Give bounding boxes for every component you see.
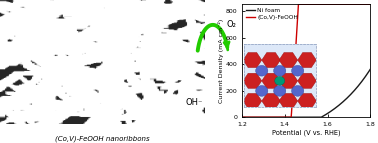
Polygon shape: [243, 93, 262, 109]
Polygon shape: [262, 73, 280, 88]
Text: (Co,V)-FeOOH nanoribbons: (Co,V)-FeOOH nanoribbons: [55, 135, 149, 142]
Polygon shape: [262, 93, 280, 109]
Circle shape: [274, 65, 286, 76]
Circle shape: [256, 65, 268, 76]
Polygon shape: [243, 73, 262, 88]
Polygon shape: [279, 93, 298, 109]
Text: O₂: O₂: [226, 20, 236, 29]
Circle shape: [274, 86, 286, 96]
Polygon shape: [298, 93, 316, 109]
Polygon shape: [279, 52, 298, 68]
Polygon shape: [262, 52, 280, 68]
Polygon shape: [298, 52, 316, 68]
Polygon shape: [243, 52, 262, 68]
Polygon shape: [279, 73, 298, 88]
Circle shape: [275, 76, 285, 85]
Polygon shape: [298, 73, 316, 88]
Circle shape: [256, 86, 268, 96]
Circle shape: [291, 86, 304, 96]
Y-axis label: Current Density (mA cm⁻²): Current Density (mA cm⁻²): [218, 19, 224, 103]
Text: OH⁻: OH⁻: [186, 98, 203, 107]
Text: 500 nm: 500 nm: [6, 109, 25, 114]
Circle shape: [291, 65, 304, 76]
Legend: Ni foam, (Co,V)-FeOOH: Ni foam, (Co,V)-FeOOH: [245, 7, 299, 21]
X-axis label: Potential (V vs. RHE): Potential (V vs. RHE): [272, 130, 341, 136]
